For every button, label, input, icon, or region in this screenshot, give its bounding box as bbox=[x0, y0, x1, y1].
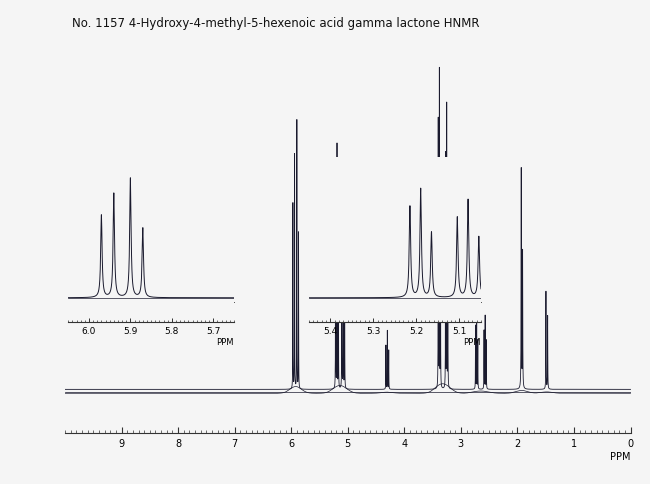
X-axis label: PPM: PPM bbox=[610, 451, 630, 461]
X-axis label: PPM: PPM bbox=[463, 337, 481, 346]
Text: No. 1157 4-Hydroxy-4-methyl-5-hexenoic acid gamma lactone HNMR: No. 1157 4-Hydroxy-4-methyl-5-hexenoic a… bbox=[72, 17, 479, 30]
X-axis label: PPM: PPM bbox=[216, 337, 234, 346]
